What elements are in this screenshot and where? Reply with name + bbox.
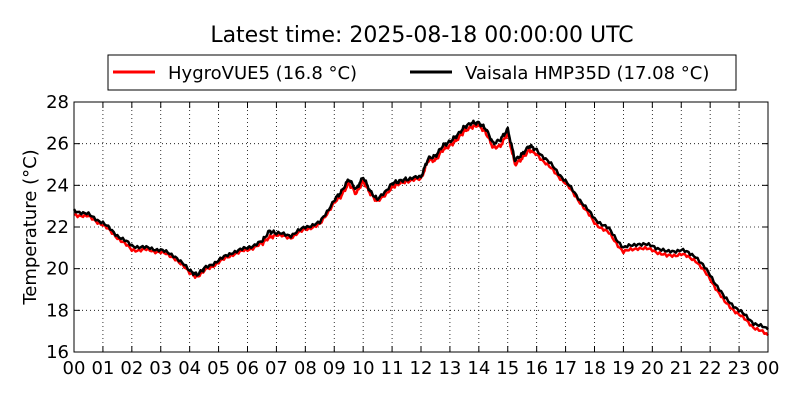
series-line-hygrovue (73, 122, 769, 337)
y-tick-labels: 16 18 20 22 24 26 28 (46, 92, 69, 363)
y-tick-label: 16 (46, 342, 69, 363)
x-tick-label: 15 (496, 358, 519, 379)
y-tick-label: 22 (46, 217, 69, 238)
series-lines (72, 119, 769, 337)
x-tick-labels: 00 01 02 03 04 05 06 07 08 09 10 11 12 13 14 15 16 17 18 19… (63, 358, 780, 379)
chart-legend: HygroVUE5 (16.8 °C) Vaisala HMP35D (17.0… (107, 54, 737, 91)
x-tick-label: 07 (265, 358, 288, 379)
y-tick-label: 18 (46, 300, 69, 321)
y-tick-label: 28 (46, 92, 69, 113)
x-tick-label: 08 (294, 358, 317, 379)
x-tick-label: 06 (236, 358, 259, 379)
legend-label-vaisala: Vaisala HMP35D (17.08 °C) (465, 63, 709, 84)
legend-label-hygrovue: HygroVUE5 (16.8 °C) (168, 63, 357, 84)
x-tick-label: 09 (323, 358, 346, 379)
y-tick-label: 26 (46, 134, 69, 155)
x-tick-label: 03 (149, 358, 172, 379)
y-tick-label: 24 (46, 175, 69, 196)
x-tick-label: 22 (699, 358, 722, 379)
series-line-vaisala (72, 119, 769, 331)
y-axis-label: Temperature (°C) (20, 149, 41, 305)
x-tick-label: 16 (525, 358, 548, 379)
x-tick-label: 19 (612, 358, 635, 379)
x-tick-label: 21 (670, 358, 693, 379)
x-tick-label: 11 (381, 358, 404, 379)
x-tick-label: 02 (120, 358, 143, 379)
x-tick-label: 13 (438, 358, 461, 379)
x-tick-label: 04 (178, 358, 201, 379)
x-tick-label: 17 (554, 358, 577, 379)
chart-title: Latest time: 2025-08-18 00:00:00 UTC (210, 23, 633, 48)
grid-lines (74, 102, 768, 352)
x-tick-label: 01 (91, 358, 114, 379)
x-tick-label: 12 (410, 358, 433, 379)
x-tick-label: 10 (352, 358, 375, 379)
axis-ticks (73, 101, 769, 353)
y-tick-label: 20 (46, 259, 69, 280)
x-tick-label: 00 (757, 358, 780, 379)
x-tick-label: 20 (641, 358, 664, 379)
x-tick-label: 00 (63, 358, 86, 379)
x-tick-label: 14 (467, 358, 490, 379)
x-tick-label: 23 (728, 358, 751, 379)
x-tick-label: 05 (207, 358, 230, 379)
x-tick-label: 18 (583, 358, 606, 379)
